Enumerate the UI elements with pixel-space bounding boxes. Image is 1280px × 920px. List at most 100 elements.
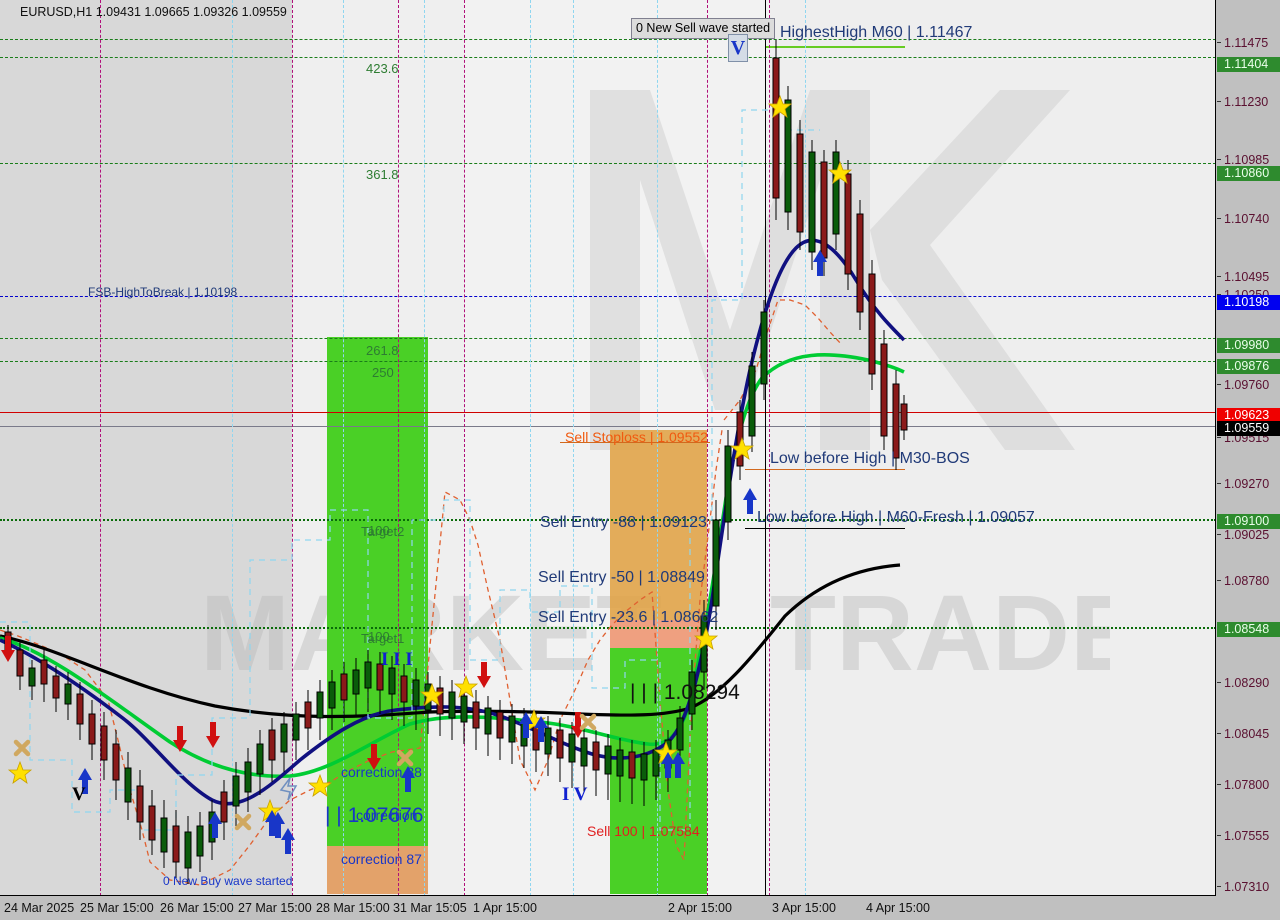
time-tick-label: 28 Mar 15:00 — [316, 901, 390, 915]
chart-title: EURUSD,H1 1.09431 1.09665 1.09326 1.0955… — [20, 5, 287, 19]
tick-mark — [1217, 218, 1221, 219]
tick-mark — [1217, 384, 1221, 385]
level-3618 — [0, 163, 1215, 164]
price-tick-label: 1.10740 — [1224, 212, 1270, 226]
level-highest-high — [0, 39, 1215, 40]
tick-mark — [1217, 276, 1221, 277]
level-target1 — [0, 627, 1215, 629]
hour-separator-4 — [530, 0, 531, 895]
tick-mark — [1217, 101, 1221, 102]
price-highlight-label[interactable]: 1.09559 — [1217, 421, 1280, 436]
highest-high-label: HighestHigh M60 | 1.11467 — [780, 24, 973, 41]
price-highlight-label[interactable]: 1.11404 — [1217, 57, 1280, 72]
price-tick-label: 1.10985 — [1224, 153, 1270, 167]
price-107676-label: | | 1.07676 — [325, 804, 424, 827]
price-tick: 1.07310 — [1217, 880, 1280, 894]
price-tick-label: 1.09025 — [1224, 528, 1270, 542]
time-tick-label: 26 Mar 15:00 — [160, 901, 234, 915]
hour-separator-1 — [232, 0, 233, 895]
price-tick-label: 1.11475 — [1224, 36, 1269, 50]
fib-2618-label: 261.8 — [366, 343, 399, 358]
low-before-high-m30-bos-label: Low before High | M30-BOS — [770, 450, 970, 467]
tick-mark — [1217, 733, 1221, 734]
fib-100-upper-label: 100 — [368, 523, 390, 538]
target1-label: Target1 — [361, 631, 405, 646]
sell-wave-marker-v[interactable]: V — [728, 34, 748, 62]
price-tick: 1.11230 — [1217, 95, 1280, 109]
segment-m30-bos — [745, 469, 905, 470]
time-scale[interactable]: 24 Mar 2025 25 Mar 15:00 26 Mar 15:00 27 Ma… — [0, 897, 1216, 920]
price-tick: 1.08045 — [1217, 727, 1280, 741]
price-tick-label: 1.07555 — [1224, 829, 1270, 843]
hour-separator-5 — [573, 0, 574, 895]
sell-stoploss-label: Sell Stoploss | 1.09552 — [565, 429, 708, 445]
level-2618 — [0, 338, 1215, 339]
level-fsb-hightobreak — [0, 296, 1215, 297]
price-highlight-label[interactable]: 1.10860 — [1217, 166, 1280, 181]
segment-highest-high-lime — [765, 46, 905, 48]
price-tick-label: 1.11230 — [1224, 95, 1269, 109]
price-tick-label: 1.07310 — [1224, 880, 1270, 894]
price-tick: 1.10495 — [1217, 270, 1280, 284]
level-4236 — [0, 57, 1215, 58]
fsb-hightobreak-label: FSB-HighToBreak | 1.10198 — [88, 285, 238, 299]
tick-mark — [1217, 784, 1221, 785]
buy-price-108294-label: | | | 1.08294 — [630, 681, 740, 704]
sell-entry-88-label: Sell Entry -88 | 1.09123 — [540, 514, 707, 531]
hour-separator-7 — [805, 0, 806, 895]
new-buy-wave-label: 0 New Buy wave started — [163, 874, 293, 888]
hour-separator-6 — [657, 0, 658, 895]
price-tick: 1.10985 — [1217, 153, 1280, 167]
price-tick-label: 1.07800 — [1224, 778, 1270, 792]
time-tick-label: 1 Apr 15:00 — [473, 901, 537, 915]
day-separator-3 — [398, 0, 399, 895]
price-tick: 1.11475 — [1217, 36, 1280, 50]
day-separator-5 — [707, 0, 708, 895]
correction-38-label: correction 38 — [341, 764, 422, 780]
time-tick-label: 2 Apr 15:00 — [668, 901, 732, 915]
level-bid — [0, 412, 1215, 413]
price-highlight-label[interactable]: 1.10198 — [1217, 295, 1280, 310]
level-250 — [0, 361, 1215, 362]
fib-4236-label: 423.6 — [366, 61, 399, 76]
price-tick-label: 1.08290 — [1224, 676, 1270, 690]
price-tick: 1.10740 — [1217, 212, 1280, 226]
swing-vline-black — [765, 0, 766, 895]
price-highlight-label[interactable]: 1.09100 — [1217, 514, 1280, 529]
target2-label: Target2 — [361, 524, 405, 539]
price-tick-label: 1.09760 — [1224, 378, 1270, 392]
price-tick: 1.09270 — [1217, 477, 1280, 491]
wave-iii-label: I I I — [381, 649, 413, 670]
low-before-high-m60-fresh-label: Low before High | M60-Fresh | 1.09057 — [757, 509, 1035, 526]
price-tick: 1.07800 — [1217, 778, 1280, 792]
tick-mark — [1217, 42, 1221, 43]
new-sell-wave-tooltip[interactable]: 0 New Sell wave started — [631, 18, 776, 39]
price-scale[interactable]: 1.114751.112301.109851.107401.104951.102… — [1217, 0, 1280, 896]
price-highlight-label[interactable]: 1.09623 — [1217, 408, 1280, 423]
chart-plot-area[interactable]: MARKET TRADE — [0, 0, 1216, 896]
price-highlight-label[interactable]: 1.08548 — [1217, 622, 1280, 637]
day-separator-2 — [292, 0, 293, 895]
day-separator-4 — [464, 0, 465, 895]
price-tick: 1.08780 — [1217, 574, 1280, 588]
hour-separator-2 — [343, 0, 344, 895]
segment-m60-fresh — [745, 528, 905, 529]
price-series-layer — [0, 40, 908, 886]
price-tick: 1.09760 — [1217, 378, 1280, 392]
time-tick-label: 4 Apr 15:00 — [866, 901, 930, 915]
tick-mark — [1217, 437, 1221, 438]
sell-entry-50-label: Sell Entry -50 | 1.08849 — [538, 569, 705, 586]
tick-mark — [1217, 580, 1221, 581]
tick-mark — [1217, 159, 1221, 160]
tick-mark — [1217, 835, 1221, 836]
price-highlight-label[interactable]: 1.09980 — [1217, 338, 1280, 353]
time-tick-label: 3 Apr 15:00 — [772, 901, 836, 915]
price-tick: 1.07555 — [1217, 829, 1280, 843]
price-tick-label: 1.09270 — [1224, 477, 1270, 491]
correction-87-label: correction 87 — [341, 851, 422, 867]
level-close — [0, 426, 1215, 427]
day-separator-6 — [769, 0, 770, 895]
price-highlight-label[interactable]: 1.09876 — [1217, 359, 1280, 374]
day-separator-1 — [100, 0, 101, 895]
